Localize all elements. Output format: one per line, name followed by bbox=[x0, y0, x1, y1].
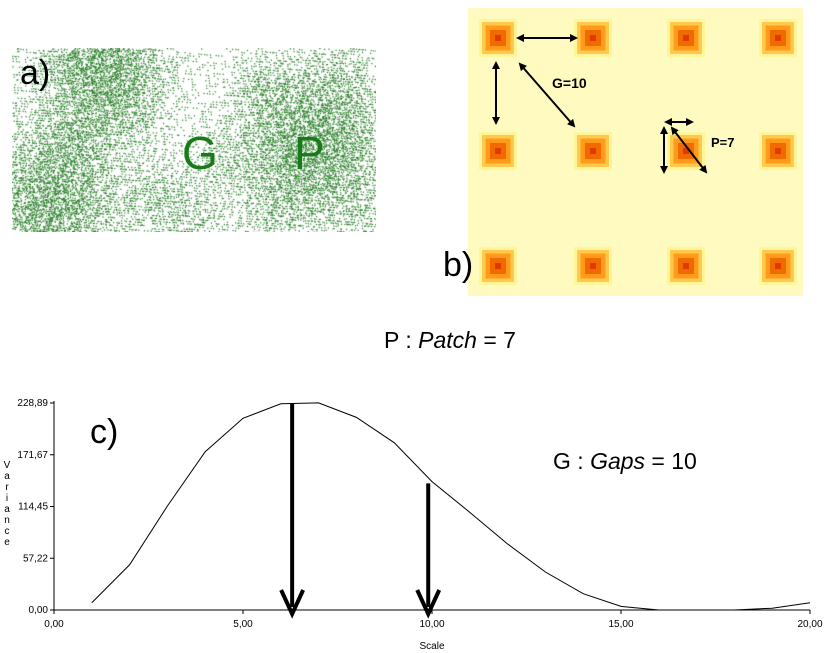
y-axis-title-letter: a bbox=[4, 504, 10, 515]
x-tick-label: 0,00 bbox=[44, 619, 64, 630]
y-axis-title-letter: r bbox=[5, 482, 9, 493]
y-axis-title-letter: V bbox=[4, 460, 11, 471]
x-tick-label: 5,00 bbox=[233, 619, 253, 630]
patch-square-layer bbox=[775, 263, 781, 269]
patch-caption: P : Patch = 7 bbox=[384, 329, 516, 352]
patch-letter: P bbox=[294, 127, 325, 179]
arrow-head bbox=[415, 589, 442, 619]
y-axis-title-letter: c bbox=[5, 526, 10, 537]
patch-square-layer bbox=[683, 35, 689, 41]
patch-square bbox=[479, 132, 517, 170]
patch-square bbox=[759, 19, 797, 57]
gap-annotation: G=10 bbox=[552, 75, 587, 91]
texture-image bbox=[12, 48, 376, 232]
patch-square bbox=[574, 132, 612, 170]
chart-series bbox=[91, 402, 811, 611]
patch-square-layer bbox=[495, 263, 501, 269]
patch-caption-prefix: P : bbox=[384, 327, 419, 353]
patch-square-layer bbox=[590, 35, 596, 41]
x-tick-label: 15,00 bbox=[608, 619, 633, 630]
panel-a-label: a) bbox=[20, 54, 51, 92]
x-tick-label: 10,00 bbox=[419, 619, 444, 630]
y-tick-label: 0,00 bbox=[29, 605, 49, 616]
gap-letter: G bbox=[182, 127, 218, 179]
patch-square-layer bbox=[495, 35, 501, 41]
patch-caption-word: Patch bbox=[418, 327, 477, 353]
patch-square bbox=[574, 247, 612, 285]
y-axis-title-letter: e bbox=[4, 537, 10, 548]
patch-caption-suffix: = 7 bbox=[476, 327, 516, 353]
patch-square-layer bbox=[590, 148, 596, 154]
patch-square-layer bbox=[590, 263, 596, 269]
patch-square bbox=[759, 247, 797, 285]
gaps-caption: G : Gaps = 10 bbox=[553, 450, 697, 473]
arrow-marker bbox=[415, 483, 442, 619]
patch-square bbox=[479, 247, 517, 285]
patch-square bbox=[667, 247, 705, 285]
panel-c-label: c) bbox=[90, 413, 119, 451]
y-tick-label: 114,45 bbox=[18, 502, 48, 513]
y-axis-title-letter: i bbox=[6, 493, 8, 504]
gaps-caption-suffix: = 10 bbox=[645, 448, 697, 474]
chart-markers bbox=[279, 403, 442, 619]
gaps-caption-word: Gaps bbox=[590, 448, 646, 474]
patch-square-layer bbox=[775, 35, 781, 41]
schematic-diagram: G=10 P=7 bbox=[468, 8, 803, 296]
y-axis-title-letter: n bbox=[4, 515, 10, 526]
schematic-background bbox=[468, 8, 803, 296]
arrow-head bbox=[279, 589, 305, 619]
y-axis-title-letter: a bbox=[4, 471, 10, 482]
variance-chart: 0,00 57,22 114,45 171,67 228,89 0,00 5,00 10,00… bbox=[4, 398, 823, 652]
patch-square-layer bbox=[495, 148, 501, 154]
y-tick-label: 171,67 bbox=[17, 450, 48, 461]
patch-square bbox=[574, 19, 612, 57]
x-tick-label: 20,00 bbox=[797, 619, 822, 630]
panel-b: G=10 P=7 b) bbox=[443, 8, 803, 296]
y-tick-label: 228,89 bbox=[17, 398, 48, 409]
x-axis-title: Scale bbox=[419, 641, 444, 652]
y-tick-label: 57,22 bbox=[23, 553, 48, 564]
panel-a: a) G P bbox=[12, 48, 376, 232]
gap-arrow-diagonal bbox=[518, 62, 576, 128]
arrow-marker bbox=[279, 403, 305, 619]
patch-square bbox=[759, 132, 797, 170]
patch-square bbox=[479, 19, 517, 57]
series-line bbox=[91, 402, 811, 611]
panel-b-label: b) bbox=[443, 246, 474, 284]
patch-square-layer bbox=[775, 148, 781, 154]
patch-square-layer bbox=[683, 263, 689, 269]
patch-arrow-diagonal bbox=[670, 126, 708, 174]
patch-square bbox=[667, 19, 705, 57]
patch-annotation: P=7 bbox=[711, 135, 735, 150]
gaps-caption-prefix: G : bbox=[553, 448, 591, 474]
